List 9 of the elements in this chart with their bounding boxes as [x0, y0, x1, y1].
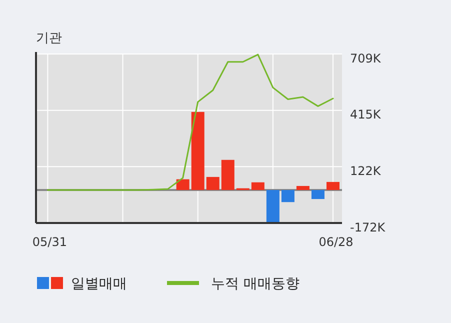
- y-tick-label: 415K: [350, 108, 382, 122]
- y-tick-label: 709K: [350, 51, 382, 66]
- legend-label: 누적 매매동향: [211, 276, 300, 292]
- x-tick-label: 05/31: [32, 235, 67, 249]
- y-tick-label: -172K: [350, 220, 386, 234]
- y-tick-label: 122K: [350, 164, 382, 178]
- legend-label: 일별매매: [71, 276, 127, 292]
- chart-title: 기관: [36, 31, 62, 46]
- x-tick-label: 06/28: [318, 235, 354, 249]
